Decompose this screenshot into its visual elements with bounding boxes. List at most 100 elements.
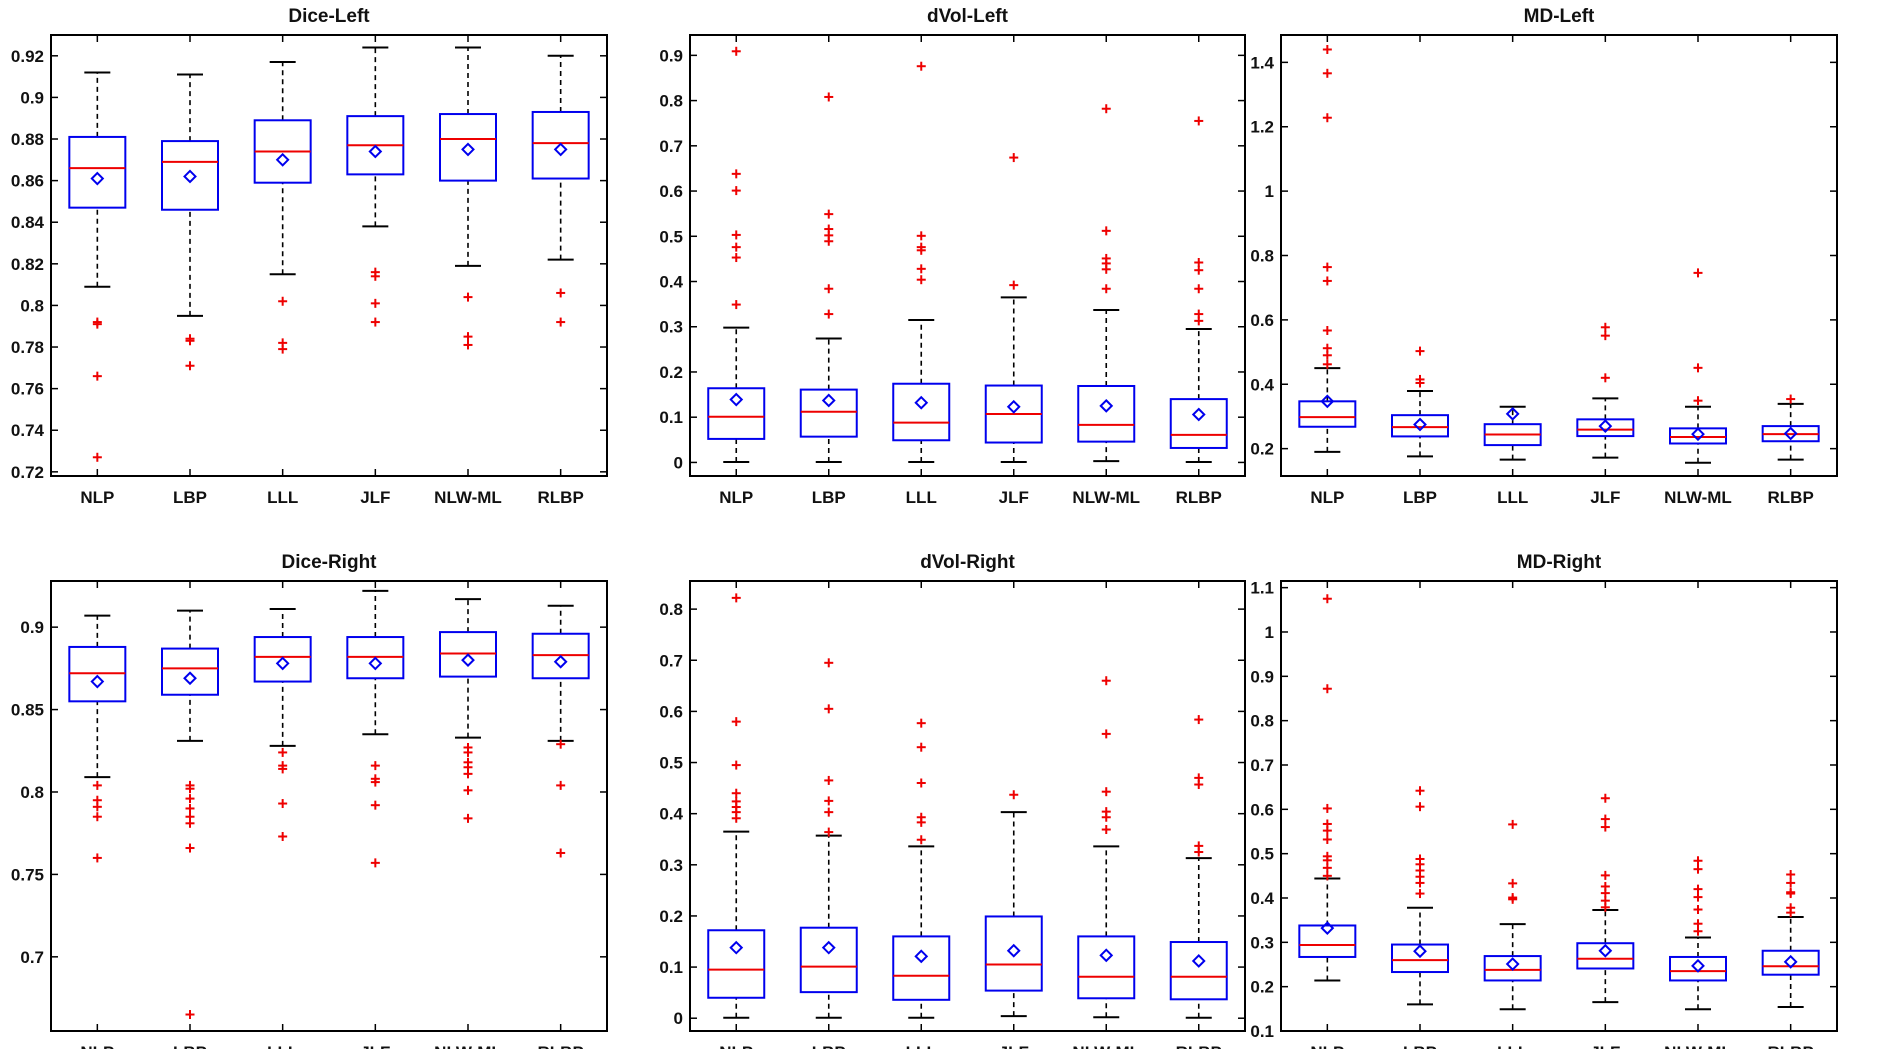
outlier-marker [731, 593, 741, 603]
outlier-marker [824, 92, 834, 102]
outlier-marker [1508, 819, 1518, 829]
outlier-marker [556, 317, 566, 327]
x-tick-label: NLW-ML [434, 488, 502, 507]
mean-marker [275, 656, 290, 671]
chart-panel: Dice-Left 0.72 0.74 0.76 0.78 0.8 0.82 0.84 0.86… [11, 6, 608, 507]
iqr-box [253, 636, 312, 683]
outlier-marker [1101, 787, 1111, 797]
outlier-marker [370, 777, 380, 787]
y-tick-label: 0.76 [11, 380, 44, 399]
outlier-marker [1508, 878, 1518, 888]
y-tick-label: 0.2 [659, 363, 683, 382]
outlier-marker [1101, 729, 1111, 739]
outlier-marker [1508, 893, 1518, 903]
outlier-marker [1415, 346, 1425, 356]
box-lbp [1391, 346, 1449, 458]
mean-marker [368, 656, 383, 671]
outlier-marker [1600, 322, 1610, 332]
y-tick-label: 1 [1265, 623, 1274, 642]
y-tick-label: 0.2 [1250, 978, 1274, 997]
y-tick-label: 0.4 [1250, 375, 1274, 394]
outlier-marker [92, 452, 102, 462]
outlier-marker [1693, 396, 1703, 406]
iqr-box [1576, 942, 1635, 970]
outlier-marker [1415, 802, 1425, 812]
outlier-marker [1009, 280, 1019, 290]
outlier-marker [1194, 116, 1204, 126]
y-tick-label: 0.9 [20, 618, 44, 637]
iqr-box [707, 929, 766, 999]
iqr-box [68, 135, 127, 209]
box-jlf [1576, 793, 1635, 1004]
chart-title: MD-Left [1524, 6, 1595, 27]
box-jlf [984, 790, 1043, 1018]
outlier-marker [1415, 786, 1425, 796]
outlier-marker [824, 309, 834, 319]
y-tick-label: 0.7 [1250, 756, 1274, 775]
iqr-box [984, 915, 1043, 992]
mean-marker [1413, 944, 1427, 959]
iqr-box [892, 935, 951, 1001]
iqr-box [1298, 924, 1357, 958]
x-tick-label: NLP [719, 488, 753, 507]
outlier-marker [731, 253, 741, 263]
mean-marker [1320, 394, 1335, 409]
mean-marker [1783, 954, 1798, 969]
y-tick-label: 0.5 [659, 754, 683, 773]
outlier-marker [1194, 841, 1204, 851]
x-tick-label: NLW-ML [1664, 488, 1732, 507]
outlier-marker [1786, 869, 1796, 879]
mean-marker [729, 392, 744, 407]
outlier-marker [731, 169, 741, 179]
outlier-marker [370, 317, 380, 327]
outlier-marker [1194, 284, 1204, 294]
x-tick-label: LLL [267, 1043, 298, 1049]
iqr-box [707, 387, 766, 440]
box-rlbp [1169, 715, 1228, 1019]
mean-marker [1006, 943, 1021, 958]
iqr-box [531, 110, 590, 180]
box-rlbp [531, 54, 590, 327]
y-tick-label: 1.4 [1250, 53, 1274, 72]
box-nlp [707, 593, 766, 1019]
box-nlw-ml [1669, 856, 1727, 1011]
outlier-marker [92, 780, 102, 790]
outlier-marker [1693, 363, 1703, 373]
y-tick-label: 0.1 [1250, 1022, 1274, 1041]
mean-marker [368, 144, 383, 159]
y-tick-label: 0.9 [20, 88, 44, 107]
mean-marker [914, 949, 929, 964]
outlier-marker [1693, 268, 1703, 278]
y-tick-label: 0.84 [11, 213, 45, 232]
x-tick-label: JLF [1590, 1043, 1620, 1049]
outlier-marker [1101, 104, 1111, 114]
y-tick-label: 0.92 [11, 47, 44, 66]
outlier-marker [185, 1010, 195, 1020]
outlier-marker [370, 298, 380, 308]
mean-marker [183, 671, 197, 686]
mean-marker [821, 393, 836, 408]
box-rlbp [531, 604, 590, 858]
box-lll [892, 718, 951, 1019]
y-tick-label: 0.9 [659, 46, 683, 65]
outlier-marker [185, 794, 195, 804]
outlier-marker [1322, 594, 1332, 604]
mean-marker [821, 940, 836, 955]
outlier-marker [1693, 864, 1703, 874]
x-tick-label: NLW-ML [1664, 1043, 1732, 1049]
y-tick-label: 0.1 [659, 958, 683, 977]
y-tick-label: 0.88 [11, 130, 44, 149]
outlier-marker [1194, 309, 1204, 319]
y-tick-label: 0.5 [1250, 845, 1274, 864]
y-tick-label: 0.8 [1250, 247, 1274, 266]
box-lbp [1391, 786, 1449, 1006]
iqr-box [1077, 384, 1136, 443]
x-tick-label: JLF [999, 488, 1029, 507]
y-tick-label: 0.6 [659, 182, 683, 201]
outlier-marker [92, 371, 102, 381]
outlier-marker [824, 775, 834, 785]
outlier-marker [1693, 856, 1703, 866]
outlier-marker [463, 332, 473, 342]
box-lll [253, 608, 312, 841]
mean-marker [1598, 943, 1613, 958]
